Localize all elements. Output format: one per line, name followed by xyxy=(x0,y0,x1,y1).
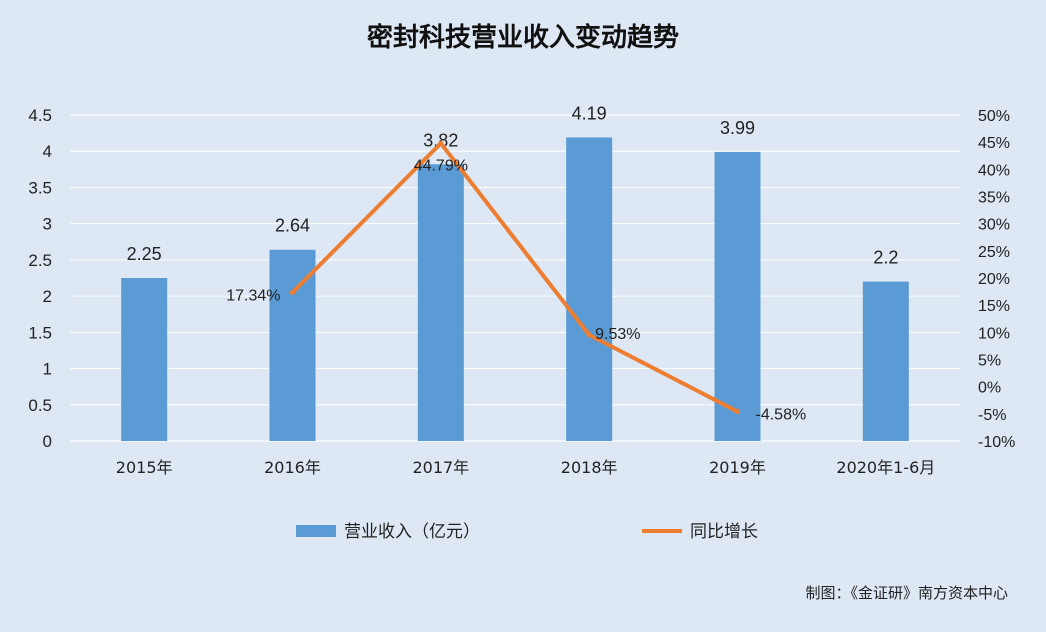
category-label: 2018年 xyxy=(561,458,618,477)
bar xyxy=(714,151,761,442)
right-tick-label: 30% xyxy=(978,217,1010,234)
bar xyxy=(862,281,909,441)
bar-data-label: 2.25 xyxy=(127,244,162,264)
bar-data-label: 3.99 xyxy=(720,118,755,138)
line-data-label: 9.53% xyxy=(595,326,640,343)
bar xyxy=(121,278,168,441)
left-tick-label: 2.5 xyxy=(28,251,52,270)
line-point xyxy=(586,332,592,338)
category-label: 2020年1-6月 xyxy=(836,458,935,477)
left-tick-label: 4 xyxy=(43,142,52,161)
right-tick-label: 45% xyxy=(978,135,1010,152)
category-label: 2015年 xyxy=(116,458,173,477)
line-series: 17.34% 44.79% 9.53% -4.58% xyxy=(226,140,807,424)
line-point xyxy=(438,140,444,146)
legend-line-label: 同比增长 xyxy=(690,522,758,542)
bar xyxy=(269,249,316,441)
bar xyxy=(566,137,613,442)
bar-series: 2.25 2.64 3.82 4.19 3.99 2.2 xyxy=(121,103,909,442)
growth-line xyxy=(291,141,739,414)
category-label: 2017年 xyxy=(412,458,469,477)
right-tick-label: 25% xyxy=(978,244,1010,261)
right-tick-label: 0% xyxy=(978,380,1001,397)
category-axis: 2015年 2016年 2017年 2018年 2019年 2020年1-6月 xyxy=(116,458,935,477)
left-tick-label: 3 xyxy=(43,215,52,234)
gridlines xyxy=(70,114,960,442)
left-tick-label: 0.5 xyxy=(28,396,52,415)
category-label: 2019年 xyxy=(709,458,766,477)
left-tick-label: 0 xyxy=(43,432,52,451)
right-axis: -10% -5% 0% 5% 10% 15% 20% 25% 30% 35% 40% 45% 50% xyxy=(978,108,1015,451)
left-tick-label: 4.5 xyxy=(28,106,52,125)
right-tick-label: 15% xyxy=(978,298,1010,315)
bar-data-label: 2.64 xyxy=(275,216,310,236)
left-tick-label: 2 xyxy=(43,287,52,306)
left-axis: 0 0.5 1 1.5 2 2.5 3 3.5 4 4.5 xyxy=(28,106,52,451)
line-data-label: -4.58% xyxy=(756,407,807,424)
category-label: 2016年 xyxy=(264,458,321,477)
right-tick-label: 40% xyxy=(978,162,1010,179)
right-tick-label: 10% xyxy=(978,325,1010,342)
line-data-label: 44.79% xyxy=(414,157,468,174)
right-tick-label: 50% xyxy=(978,108,1010,125)
line-data-label: 17.34% xyxy=(226,287,280,304)
bar-data-label: 3.82 xyxy=(423,130,458,150)
legend-bar-label: 营业收入（亿元） xyxy=(344,522,480,542)
legend: 营业收入（亿元） 同比增长 xyxy=(296,522,758,542)
right-tick-label: 35% xyxy=(978,190,1010,207)
right-tick-label: 5% xyxy=(978,353,1001,370)
left-tick-label: 3.5 xyxy=(28,178,52,197)
bar-data-label: 2.2 xyxy=(873,248,898,268)
line-point xyxy=(735,409,740,415)
left-tick-label: 1.5 xyxy=(28,323,52,342)
bar-data-label: 4.19 xyxy=(572,103,607,123)
bar xyxy=(417,164,464,442)
source-note: 制图：《金证研》南方资本中心 xyxy=(805,584,1008,602)
line-point xyxy=(290,289,295,295)
right-tick-label: -5% xyxy=(978,407,1006,424)
right-tick-label: 20% xyxy=(978,271,1010,288)
right-tick-label: -10% xyxy=(978,434,1015,451)
chart-title: 密封科技营业收入变动趋势 xyxy=(367,22,679,53)
legend-bar-swatch xyxy=(296,525,336,537)
left-tick-label: 1 xyxy=(43,360,52,379)
